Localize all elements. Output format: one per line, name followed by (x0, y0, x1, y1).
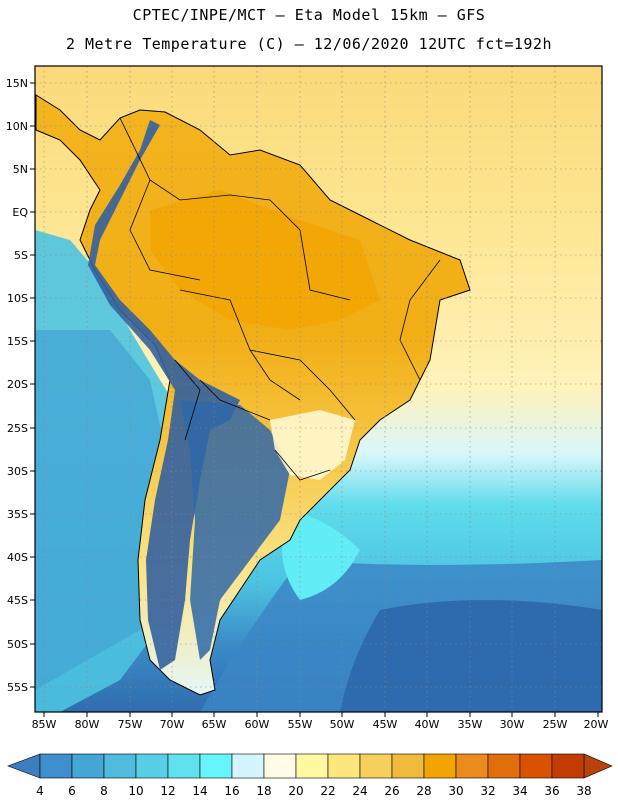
colorbar-cell (39, 753, 73, 779)
colorbar-cell (519, 753, 553, 779)
colorbar-cell (167, 753, 201, 779)
colorbar-label: 4 (36, 784, 44, 798)
colorbar-label: 32 (480, 784, 495, 798)
south-atlantic-deep (340, 600, 602, 712)
colorbar-label: 12 (160, 784, 175, 798)
lat-label: 15N (6, 77, 28, 90)
lat-label: 5S (14, 249, 28, 262)
atlantic-cyan-plume (282, 510, 360, 600)
south-brazil-mild (270, 410, 355, 480)
colorbar-label: 36 (544, 784, 559, 798)
amazon-hot-zone (150, 190, 380, 330)
colorbar-cell (71, 753, 105, 779)
map-title-line-1: CPTEC/INPE/MCT – Eta Model 15km – GFS (132, 6, 486, 24)
lat-label: 5N (13, 163, 28, 176)
lon-label: 50W (330, 718, 355, 731)
colorbar-arrow-left (7, 753, 41, 779)
colorbar-cell (487, 753, 521, 779)
lon-ticks (43, 712, 599, 717)
map-field (35, 66, 602, 712)
lon-label: 30W (500, 718, 525, 731)
colorbar-cell (103, 753, 137, 779)
colorbar-label: 20 (288, 784, 303, 798)
lat-label: 50S (7, 638, 28, 651)
lon-label: 75W (118, 718, 143, 731)
colorbar-cell (455, 753, 489, 779)
lon-label: 35W (458, 718, 483, 731)
lon-label: 85W (32, 718, 57, 731)
lat-label: 15S (7, 335, 28, 348)
andes-cold-spine (88, 120, 240, 670)
lon-label: 80W (75, 718, 100, 731)
colorbar-cell (231, 753, 265, 779)
colorbar-label: 38 (576, 784, 591, 798)
colorbar-label: 8 (100, 784, 108, 798)
colorbar-label: 34 (512, 784, 527, 798)
lat-label: 10S (7, 292, 28, 305)
map-frame (34, 65, 603, 713)
colorbar-cell (135, 753, 169, 779)
colorbar-label: 6 (68, 784, 76, 798)
colorbar-cell (263, 753, 297, 779)
colorbar-cell (199, 753, 233, 779)
lon-label: 45W (373, 718, 398, 731)
lat-label: 55S (7, 681, 28, 694)
lon-label: 25W (543, 718, 568, 731)
lat-label: 20S (7, 378, 28, 391)
colorbar-label: 10 (128, 784, 143, 798)
colorbar-cell (327, 753, 361, 779)
lon-label: 65W (202, 718, 227, 731)
lon-label: 60W (245, 718, 270, 731)
lat-label: 35S (7, 508, 28, 521)
patagonia-cold (180, 400, 290, 660)
map-title-line-2: 2 Metre Temperature (C) – 12/06/2020 12U… (65, 35, 553, 53)
colorbar-cell (551, 753, 585, 779)
country-borders (119, 117, 441, 481)
lat-label: 25S (7, 422, 28, 435)
lat-label: 10N (6, 120, 28, 133)
lon-label: 20W (584, 718, 609, 731)
colorbar-cell (391, 753, 425, 779)
colorbar-label: 24 (352, 784, 367, 798)
lon-label: 40W (415, 718, 440, 731)
lon-label: 55W (288, 718, 313, 731)
colorbar-label: 14 (192, 784, 207, 798)
colorbar-cell (359, 753, 393, 779)
colorbar-label: 30 (448, 784, 463, 798)
colorbar-label: 16 (224, 784, 239, 798)
lat-label: 30S (7, 465, 28, 478)
colorbar-label: 26 (384, 784, 399, 798)
colorbar-label: 18 (256, 784, 271, 798)
lat-label: 45S (7, 594, 28, 607)
lat-label: 40S (7, 551, 28, 564)
lat-label: EQ (12, 206, 28, 219)
colorbar-cell (295, 753, 329, 779)
colorbar: 4 6 8 10 12 14 16 18 20 22 24 26 28 30 3… (7, 753, 613, 798)
lat-ticks (30, 82, 35, 688)
colorbar-label: 22 (320, 784, 335, 798)
colorbar-label: 28 (416, 784, 431, 798)
lon-label: 70W (160, 718, 185, 731)
colorbar-arrow-right (583, 753, 613, 779)
colorbar-cell (423, 753, 457, 779)
